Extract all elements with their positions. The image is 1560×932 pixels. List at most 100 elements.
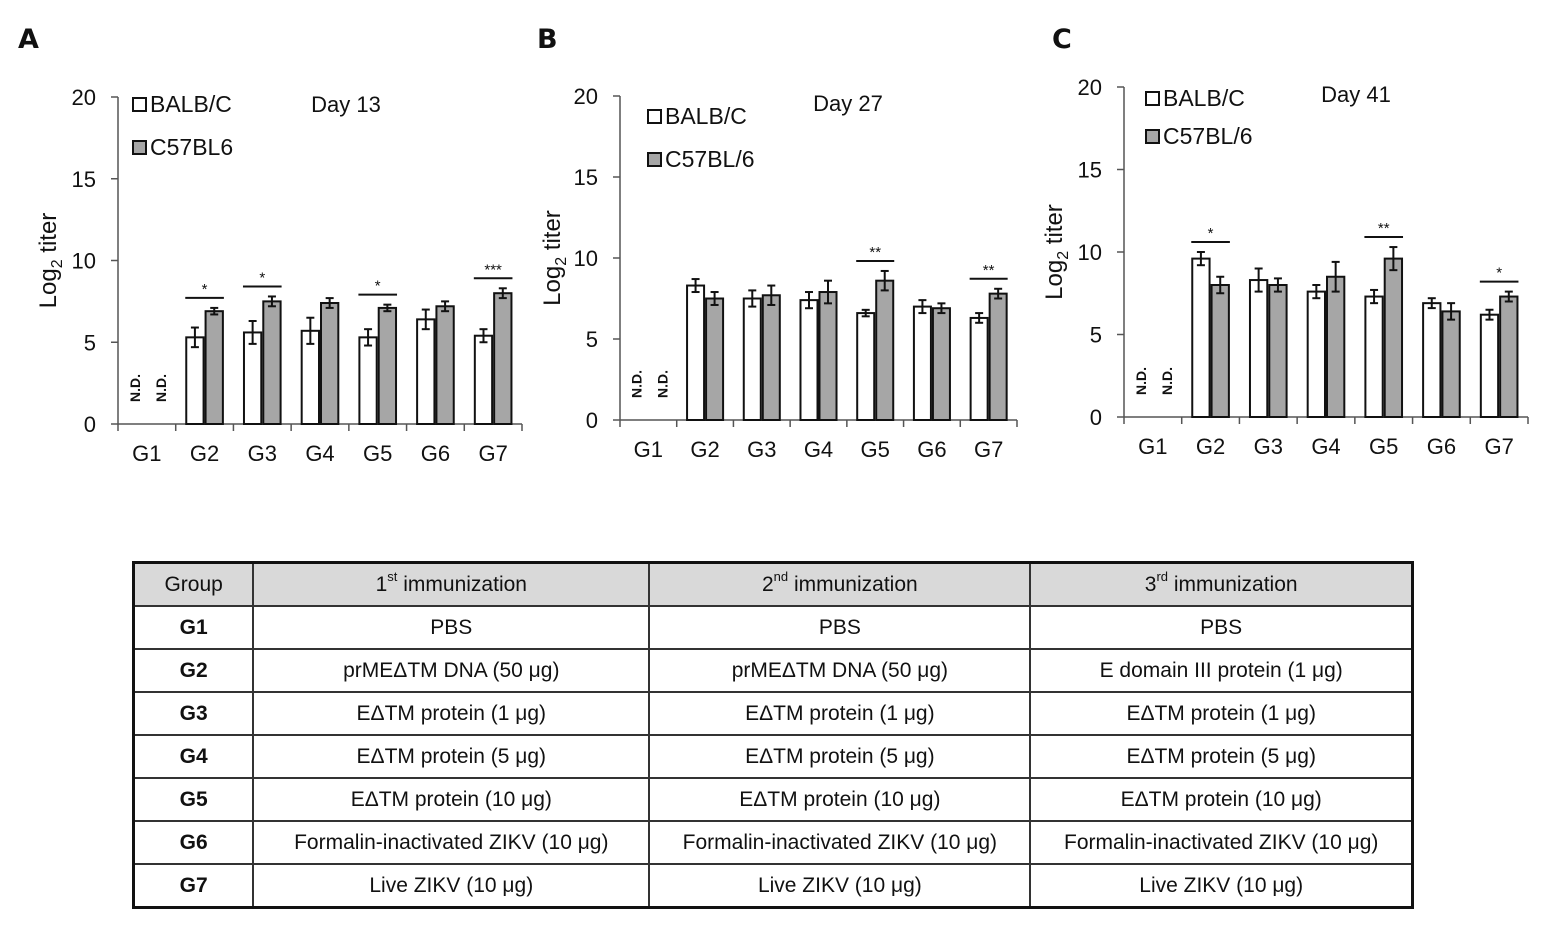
x-tick-label: G2 — [690, 437, 719, 462]
bar — [1248, 279, 1269, 418]
nd-label: N.D. — [1159, 367, 1175, 395]
immunization-cell: PBS — [252, 605, 651, 650]
x-tick-label: G5 — [363, 441, 392, 466]
legend-swatch — [132, 97, 147, 112]
bar — [1441, 310, 1461, 418]
immunization-cell: EΔTM protein (1 μg) — [252, 691, 651, 736]
table-row: G7 Live ZIKV (10 μg) Live ZIKV (10 μg) Live… — [132, 863, 1414, 909]
immunization-cell: Live ZIKV (10 μg) — [252, 863, 651, 909]
bar — [1306, 290, 1326, 419]
nd-label: N.D. — [654, 370, 670, 398]
header-group: Group — [132, 561, 255, 607]
x-tick-label: G2 — [1196, 434, 1225, 459]
bar — [799, 299, 819, 421]
bar — [931, 307, 951, 421]
immunization-cell: EΔTM protein (1 μg) — [1029, 691, 1414, 736]
immunization-cell: prMEΔTM DNA (50 μg) — [252, 648, 651, 693]
y-tick-label: 0 — [84, 412, 96, 437]
bar — [1364, 295, 1384, 418]
y-tick-label: 15 — [72, 167, 96, 192]
bar — [493, 292, 513, 426]
y-tick-label: 0 — [586, 408, 598, 433]
y-tick-label: 10 — [72, 249, 96, 274]
bar — [1383, 257, 1404, 418]
y-tick-label: 10 — [1078, 240, 1102, 265]
legend-label: C57BL/6 — [1163, 123, 1253, 149]
y-tick-label: 20 — [1078, 75, 1102, 100]
immunization-cell: EΔTM protein (10 μg) — [252, 777, 651, 822]
bar — [969, 316, 989, 421]
table-row: G5 EΔTM protein (10 μg) EΔTM protein (10 μ… — [132, 777, 1414, 822]
group-cell: G4 — [132, 734, 255, 779]
nd-label: N.D. — [127, 374, 143, 402]
bar — [742, 297, 762, 421]
legend-swatch — [647, 109, 662, 124]
bar — [818, 291, 838, 421]
x-tick-label: G7 — [1484, 434, 1513, 459]
significance-label: * — [202, 281, 208, 298]
y-tick-label: 20 — [72, 85, 96, 110]
significance-label: ** — [869, 244, 881, 261]
significance-label: ** — [983, 262, 995, 279]
immunization-cell: PBS — [648, 605, 1032, 650]
panel-letter-a: A — [18, 24, 39, 55]
y-tick-label: 5 — [84, 330, 96, 355]
immunization-cell: EΔTM protein (10 μg) — [648, 777, 1032, 822]
x-tick-label: G7 — [478, 441, 507, 466]
x-tick-label: G4 — [305, 441, 334, 466]
legend-label: BALB/C — [150, 91, 232, 117]
y-tick-label: 15 — [1078, 158, 1102, 183]
table-row: G4 EΔTM protein (5 μg) EΔTM protein (5 μg)… — [132, 734, 1414, 779]
bar — [912, 305, 932, 422]
header-third-immunization: 3rd immunization — [1029, 561, 1414, 607]
bar — [242, 331, 263, 425]
bar — [875, 279, 895, 421]
x-tick-label: G5 — [1369, 434, 1398, 459]
immunization-cell: EΔTM protein (5 μg) — [252, 734, 651, 779]
legend-swatch — [1145, 129, 1160, 144]
immunization-table: Group 1st immunization 2nd immunization … — [132, 561, 1414, 909]
x-tick-label: G1 — [132, 441, 161, 466]
x-tick-label: G1 — [634, 437, 663, 462]
header-first-immunization: 1st immunization — [252, 561, 651, 607]
bar — [856, 312, 876, 421]
immunization-cell: Formalin-inactivated ZIKV (10 μg) — [1029, 820, 1414, 865]
table-row: G2 prMEΔTM DNA (50 μg) prMEΔTM DNA (50 μg)… — [132, 648, 1414, 693]
group-cell: G7 — [132, 863, 255, 909]
y-tick-label: 5 — [1090, 323, 1102, 348]
y-tick-label: 20 — [574, 84, 598, 109]
immunization-cell: EΔTM protein (10 μg) — [1029, 777, 1414, 822]
table-row: G1 PBS PBS PBS — [132, 605, 1414, 650]
bar — [377, 306, 398, 426]
x-tick-label: G3 — [1254, 434, 1283, 459]
panel-letter-c: C — [1052, 24, 1072, 55]
nd-label: N.D. — [628, 370, 644, 398]
legend-swatch — [132, 140, 147, 155]
bar — [473, 334, 494, 425]
bar — [262, 300, 282, 425]
chart-title: Day 27 — [813, 91, 883, 116]
bar — [358, 336, 378, 425]
bar — [204, 310, 224, 425]
table-row: G3 EΔTM protein (1 μg) EΔTM protein (1 μg)… — [132, 691, 1414, 736]
x-tick-label: G1 — [1138, 434, 1167, 459]
x-tick-label: G2 — [190, 441, 219, 466]
y-tick-label: 0 — [1090, 405, 1102, 430]
bar — [1210, 284, 1230, 418]
immunization-cell: Formalin-inactivated ZIKV (10 μg) — [648, 820, 1032, 865]
group-cell: G1 — [132, 605, 255, 650]
immunization-cell: E domain III protein (1 μg) — [1029, 648, 1414, 693]
table-row: G6 Formalin-inactivated ZIKV (10 μg) Forma… — [132, 820, 1414, 865]
legend-swatch — [647, 152, 662, 167]
immunization-cell: EΔTM protein (5 μg) — [648, 734, 1032, 779]
x-tick-label: G5 — [861, 437, 890, 462]
bar — [1268, 284, 1288, 418]
immunization-cell: Formalin-inactivated ZIKV (10 μg) — [252, 820, 651, 865]
bar — [320, 302, 340, 426]
y-axis-label: Log2 titer — [35, 213, 66, 309]
legend-label: C57BL6 — [150, 134, 233, 160]
x-tick-label: G3 — [747, 437, 776, 462]
table-header-row: Group 1st immunization 2nd immunization … — [132, 561, 1414, 607]
y-axis-label: Log2 titer — [1041, 204, 1072, 300]
legend-label: C57BL/6 — [665, 146, 755, 172]
